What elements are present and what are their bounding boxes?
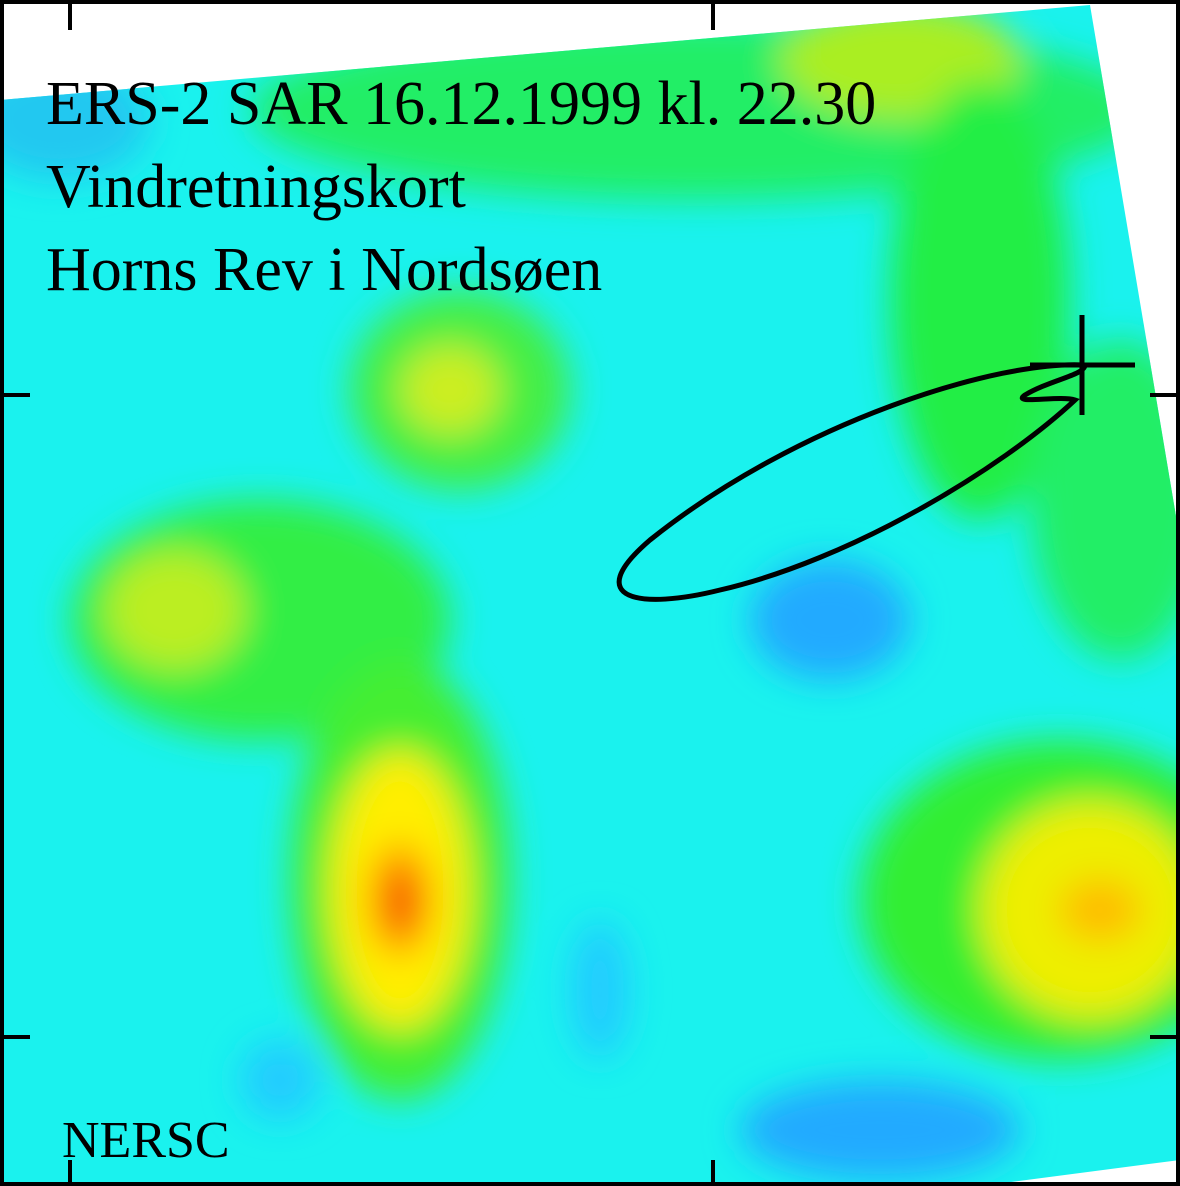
page: ERS-2 SAR 16.12.1999 kl. 22.30 Vindretni… xyxy=(0,0,1180,1186)
title-line: ERS-2 SAR 16.12.1999 kl. 22.30 xyxy=(46,70,876,138)
map: ERS-2 SAR 16.12.1999 kl. 22.30 Vindretni… xyxy=(0,0,1180,1186)
title-line: Vindretningskort xyxy=(46,153,466,221)
credit: NERSC xyxy=(62,1112,230,1169)
title-line: Horns Rev i Nordsøen xyxy=(46,236,602,304)
